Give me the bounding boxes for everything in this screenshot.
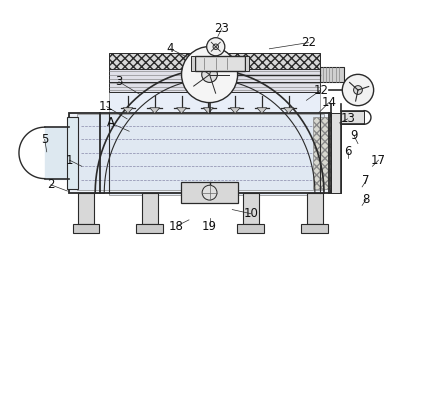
Bar <box>109 53 320 68</box>
Text: 4: 4 <box>167 42 174 55</box>
Text: 19: 19 <box>202 220 217 232</box>
Bar <box>243 193 258 224</box>
Polygon shape <box>203 108 213 114</box>
Bar <box>69 113 331 193</box>
Bar <box>245 56 249 71</box>
Circle shape <box>202 185 217 200</box>
Bar <box>136 224 163 233</box>
Text: 13: 13 <box>340 112 355 125</box>
Text: 11: 11 <box>99 100 114 113</box>
Bar <box>191 56 195 71</box>
Text: 23: 23 <box>215 22 229 35</box>
Bar <box>78 193 94 224</box>
Text: 6: 6 <box>344 145 351 159</box>
Circle shape <box>213 44 219 49</box>
Bar <box>320 67 344 82</box>
Bar <box>331 113 341 193</box>
Bar <box>237 224 264 233</box>
Circle shape <box>181 46 237 103</box>
Text: 2: 2 <box>47 178 55 191</box>
Text: 7: 7 <box>362 174 370 187</box>
Bar <box>341 111 364 124</box>
Text: 10: 10 <box>243 207 258 220</box>
Text: 5: 5 <box>41 133 48 146</box>
Text: 9: 9 <box>350 129 358 142</box>
Polygon shape <box>257 108 267 114</box>
Text: 22: 22 <box>301 36 316 49</box>
Text: 14: 14 <box>322 96 336 109</box>
Polygon shape <box>284 108 294 114</box>
Polygon shape <box>123 108 133 114</box>
Bar <box>195 56 245 71</box>
Text: 12: 12 <box>313 83 328 97</box>
Text: 1: 1 <box>66 154 73 166</box>
Text: 3: 3 <box>115 75 123 88</box>
Bar <box>307 193 323 224</box>
Bar <box>109 82 320 92</box>
Bar <box>109 68 320 82</box>
Bar <box>142 193 158 224</box>
Polygon shape <box>150 108 159 114</box>
Bar <box>313 117 331 189</box>
Polygon shape <box>95 69 324 193</box>
Bar <box>181 182 238 203</box>
Bar <box>109 53 320 195</box>
Bar <box>109 113 320 193</box>
Bar <box>67 117 78 189</box>
Text: 8: 8 <box>362 193 370 206</box>
Bar <box>73 224 99 233</box>
Bar <box>302 224 328 233</box>
Circle shape <box>207 38 225 56</box>
Circle shape <box>202 67 217 83</box>
Polygon shape <box>95 69 324 193</box>
Text: A: A <box>107 117 115 129</box>
Polygon shape <box>177 108 186 114</box>
Bar <box>77 115 324 190</box>
Circle shape <box>342 74 374 106</box>
Text: 17: 17 <box>371 154 386 166</box>
Polygon shape <box>230 108 240 114</box>
Circle shape <box>353 85 362 94</box>
Text: 18: 18 <box>169 220 184 232</box>
